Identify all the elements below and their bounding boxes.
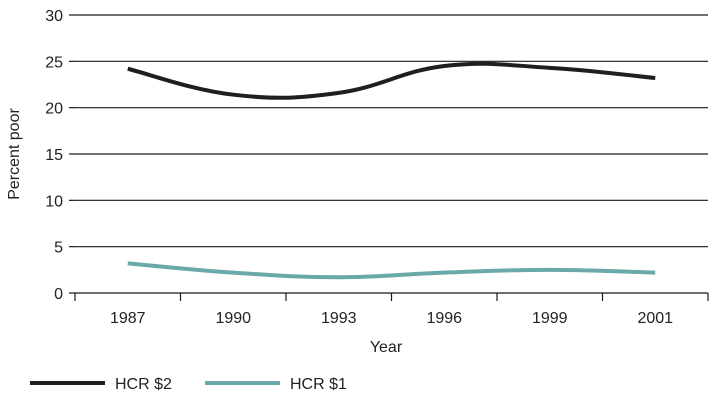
x-axis: 1987 1990 1993 1996 1999 2001 [74,292,709,327]
x-tick-label-1999: 1999 [532,310,568,327]
y-tick-label-10: 10 [45,193,63,210]
y-axis-title: Percent poor [6,108,23,200]
gridlines [75,14,708,248]
series-line-hcr-2 [127,61,656,100]
series-line-hcr-1 [127,261,656,280]
y-tick-label-5: 5 [54,240,63,257]
y-tick-label-20: 20 [45,101,63,118]
legend: HCR $2 HCR $1 [30,376,347,393]
y-tick-label-25: 25 [45,54,63,71]
x-tick-label-1996: 1996 [426,310,462,327]
legend-label-hcr-1: HCR $1 [290,376,347,393]
x-tick-label-1993: 1993 [321,310,357,327]
y-tick-label-30: 30 [45,8,63,25]
legend-label-hcr-2: HCR $2 [115,376,172,393]
x-tick-label-1987: 1987 [110,310,146,327]
x-tick-label-1990: 1990 [215,310,251,327]
series-lines [127,61,656,280]
x-axis-title: Year [370,339,403,356]
y-axis: 0 5 10 15 20 25 30 [45,8,75,303]
x-tick-label-2001: 2001 [637,310,673,327]
y-tick-label-15: 15 [45,147,63,164]
y-tick-label-0: 0 [54,286,63,303]
